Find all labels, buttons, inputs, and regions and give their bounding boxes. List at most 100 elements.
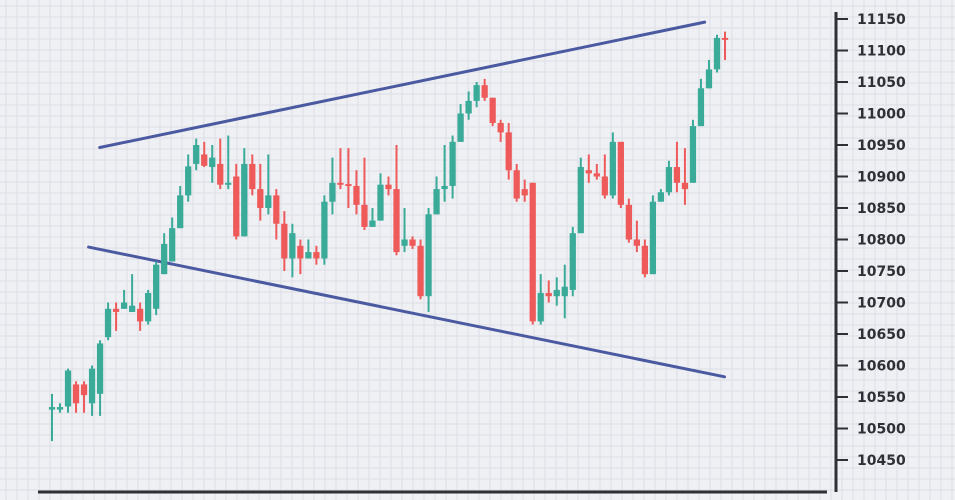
candle-body <box>305 252 312 259</box>
candle-body <box>265 195 272 208</box>
candle-body <box>64 370 72 407</box>
candle-body <box>337 182 344 185</box>
candle-body <box>185 166 192 196</box>
candle-body <box>257 189 264 208</box>
candle-body <box>553 289 560 297</box>
candle-body <box>721 37 729 40</box>
y-tick-label: 10750 <box>857 264 906 280</box>
trendline <box>98 20 707 150</box>
candle-body <box>145 293 152 322</box>
y-tick-label: 10700 <box>857 296 906 312</box>
candle-body <box>617 141 624 205</box>
y-tick-label: 10800 <box>857 233 906 249</box>
candle-body <box>345 184 352 187</box>
candle-body <box>529 182 536 322</box>
candle-body <box>673 167 681 183</box>
candle-body <box>561 286 568 297</box>
candle-body <box>633 239 640 246</box>
candle-body <box>169 228 176 262</box>
y-tick-label: 11000 <box>857 107 906 123</box>
candle-body <box>689 126 697 183</box>
candle-body <box>112 308 120 312</box>
candle-body <box>361 204 368 227</box>
candle-body <box>241 163 248 237</box>
candle-body <box>161 243 168 275</box>
candle-body <box>233 176 240 237</box>
candle-body <box>217 163 224 185</box>
candle-body <box>513 170 520 199</box>
candle-body <box>433 189 440 215</box>
candle-body <box>56 407 64 410</box>
candle-body <box>289 233 296 259</box>
y-tick-label: 11100 <box>857 44 906 60</box>
candles <box>48 31 729 442</box>
candle-body <box>649 201 657 275</box>
candle-body <box>273 195 280 224</box>
candle-body <box>545 293 552 297</box>
candle-body <box>465 100 472 114</box>
candle-body <box>625 204 632 240</box>
candle-body <box>120 302 128 309</box>
candle-body <box>457 113 464 142</box>
candle-body <box>321 201 328 259</box>
candle-body <box>201 154 208 166</box>
candle-body <box>697 88 705 127</box>
candle-body <box>177 195 184 229</box>
candle-body <box>681 182 689 190</box>
candle-body <box>369 220 376 227</box>
candle-body <box>449 141 456 186</box>
y-tick-label: 11150 <box>857 12 906 28</box>
candle-body <box>353 185 360 205</box>
candle-body <box>665 167 673 193</box>
y-tick-label: 10600 <box>857 359 906 375</box>
candle-body <box>225 182 232 185</box>
y-tick-label: 10900 <box>857 170 906 186</box>
candle-body <box>497 122 504 133</box>
y-tick-label: 10450 <box>857 453 906 469</box>
candle-body <box>593 173 600 177</box>
candle-body <box>569 233 576 290</box>
y-axis-ticks: 11150 11100 11050 11000 10950 10900 10850 10800… <box>836 12 906 469</box>
candle-body <box>585 170 592 174</box>
candle-body <box>425 214 432 297</box>
candle-body <box>641 245 649 275</box>
candle-body <box>48 407 56 410</box>
candle-body <box>409 239 416 246</box>
candle-body <box>521 189 528 196</box>
candle-body <box>473 85 480 101</box>
y-tick-label: 10500 <box>857 422 906 438</box>
candle-body <box>329 182 336 202</box>
candle-body <box>137 308 144 322</box>
candle-body <box>393 189 400 253</box>
candle-body <box>88 368 96 404</box>
candle-body <box>104 308 112 338</box>
candle-body <box>537 293 544 322</box>
candle-body <box>193 145 200 164</box>
candle-body <box>72 384 80 404</box>
candle-body <box>281 223 288 259</box>
y-tick-label: 10550 <box>857 390 906 406</box>
candle-body <box>313 252 320 259</box>
candle-body <box>441 185 448 190</box>
candle-body <box>249 163 256 190</box>
candle-body <box>601 176 608 196</box>
y-tick-label: 10950 <box>857 138 906 154</box>
trendlines <box>87 20 727 379</box>
candle-body <box>505 132 512 171</box>
candle-body <box>401 239 408 246</box>
candle-body <box>489 97 496 123</box>
candle-body <box>705 69 713 89</box>
candle-body <box>609 141 616 196</box>
candle-body <box>481 85 488 98</box>
candle-body <box>209 157 216 168</box>
candle-body <box>385 184 392 190</box>
candle-body <box>577 167 584 234</box>
candle-body <box>417 245 424 297</box>
candle-body <box>153 264 160 309</box>
candle-body <box>713 37 721 70</box>
y-tick-label: 10850 <box>857 201 906 217</box>
candle-body <box>377 184 384 221</box>
